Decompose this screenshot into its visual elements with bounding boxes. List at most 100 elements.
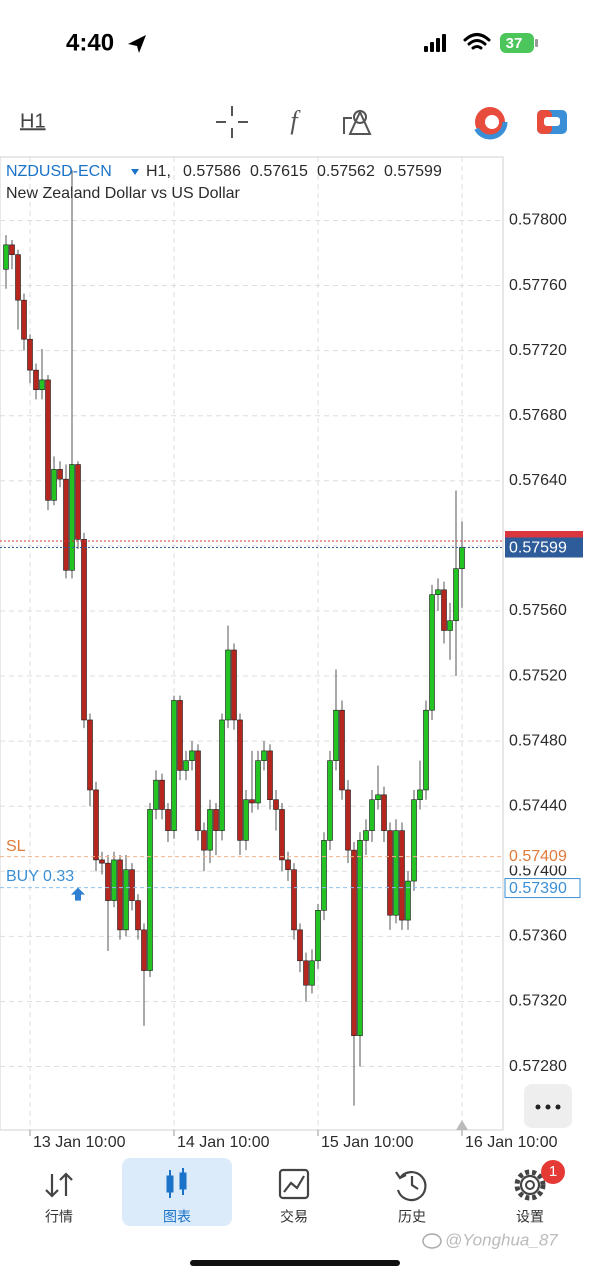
candle-body xyxy=(195,750,201,831)
location-icon xyxy=(128,35,146,53)
candle-body xyxy=(243,799,249,841)
candle-body xyxy=(69,464,75,571)
y-tick-label: 0.57640 xyxy=(509,472,567,489)
candle-body xyxy=(357,840,363,1036)
candle-body xyxy=(93,789,99,861)
tab-trade[interactable]: 交易 xyxy=(280,1209,308,1225)
history-icon xyxy=(395,1171,427,1202)
tab-settings[interactable]: 设置 xyxy=(516,1209,544,1225)
candle-body xyxy=(423,709,429,791)
tab-history[interactable]: 历史 xyxy=(398,1209,426,1225)
candle-body xyxy=(105,862,111,901)
candle-body xyxy=(75,464,81,540)
candle-body xyxy=(213,809,219,831)
candle-body xyxy=(81,539,87,721)
candle-body xyxy=(39,379,45,390)
candle-body xyxy=(207,809,213,851)
y-tick-label: 0.57760 xyxy=(509,277,567,294)
candle-body xyxy=(3,244,9,270)
candle-body xyxy=(369,799,375,831)
timeframe-button[interactable]: H1 xyxy=(20,110,46,132)
legend-open: 0.57586 xyxy=(183,163,241,180)
candle-body xyxy=(135,900,141,931)
candle-body xyxy=(45,379,51,501)
settings-icon xyxy=(514,1160,565,1201)
candle-body xyxy=(141,929,147,971)
candle-body xyxy=(441,589,447,631)
candle-body xyxy=(399,830,405,921)
candle-body xyxy=(9,244,15,255)
plot-frame xyxy=(0,156,504,1131)
objects-button[interactable] xyxy=(343,109,372,135)
signal-icon xyxy=(424,34,446,52)
candle-body xyxy=(171,700,177,831)
symbol-dropdown[interactable] xyxy=(131,169,139,175)
candle-body xyxy=(261,750,267,761)
candle-body xyxy=(291,869,297,931)
candle-body xyxy=(297,929,303,962)
legend-low: 0.57562 xyxy=(317,163,375,180)
trade-button[interactable] xyxy=(537,110,567,134)
candle-body xyxy=(231,649,237,721)
candle-body xyxy=(435,589,441,595)
indicator-button[interactable]: f xyxy=(290,106,301,135)
candle-body xyxy=(177,700,183,771)
wifi-icon xyxy=(463,33,491,50)
candle-body xyxy=(111,859,117,901)
candle-body xyxy=(249,799,255,804)
legend-close: 0.57599 xyxy=(384,163,442,180)
candle-body xyxy=(255,760,261,804)
tab-chart[interactable]: 图表 xyxy=(163,1209,191,1225)
candle-body xyxy=(57,469,63,480)
candle-body xyxy=(375,794,381,801)
order-price-box xyxy=(504,878,581,899)
candle-body xyxy=(327,760,333,841)
crosshair-button[interactable] xyxy=(216,106,248,138)
trade-icon xyxy=(278,1168,310,1200)
candle-body xyxy=(129,869,135,901)
account-button[interactable] xyxy=(472,104,508,140)
symbol-description: New Zealand Dollar vs US Dollar xyxy=(6,185,241,202)
y-tick-label: 0.57680 xyxy=(509,407,567,424)
candle-body xyxy=(237,719,243,841)
x-tick-label: 14 Jan 10:00 xyxy=(177,1134,270,1151)
candle-body xyxy=(87,719,93,791)
bid-price-box xyxy=(505,537,583,558)
candle-body xyxy=(279,809,285,861)
watermark: @Yonghua_87 xyxy=(445,1230,558,1249)
battery-tip xyxy=(535,39,538,47)
candle-body xyxy=(459,547,465,569)
grid xyxy=(0,157,503,1130)
candle-body xyxy=(183,760,189,771)
order-label: BUY 0.33 xyxy=(6,868,74,885)
candle-body xyxy=(117,859,123,931)
candle-body xyxy=(429,594,435,711)
tab-quotes[interactable]: 行情 xyxy=(45,1209,73,1225)
candle-body xyxy=(339,709,345,791)
sl-price-label: 0.57409 xyxy=(509,848,567,865)
quotes-icon xyxy=(45,1172,73,1198)
candle-body xyxy=(267,750,273,801)
candle-body xyxy=(333,709,339,761)
candle-body xyxy=(393,830,399,916)
candle-body xyxy=(153,779,159,810)
candle-body xyxy=(381,794,387,831)
candle-body xyxy=(417,789,423,801)
candle-body xyxy=(165,809,171,831)
legend-timeframe: H1, xyxy=(146,163,171,180)
time-marker xyxy=(456,1120,468,1130)
clock: 4:40 xyxy=(66,29,114,56)
candle-body xyxy=(453,568,459,622)
y-tick-label: 0.57800 xyxy=(509,212,567,229)
legend-high: 0.57615 xyxy=(250,163,308,180)
bid-price-label: 0.57599 xyxy=(509,540,567,557)
symbol[interactable]: NZDUSD-ECN xyxy=(6,163,112,180)
x-tick-label: 16 Jan 10:00 xyxy=(465,1134,558,1151)
candle-body xyxy=(363,830,369,841)
candle-body xyxy=(123,869,129,931)
candle-body xyxy=(447,620,453,631)
candle-body xyxy=(315,910,321,962)
more-dots xyxy=(535,1104,561,1110)
candle-body xyxy=(99,859,105,864)
